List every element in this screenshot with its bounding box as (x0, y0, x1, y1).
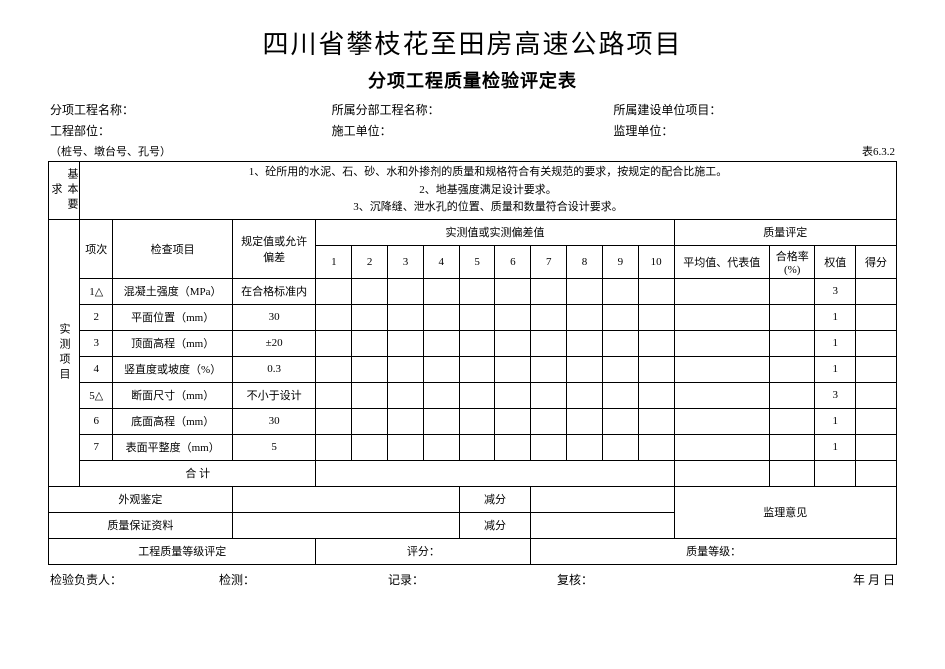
header-n5: 5 (459, 245, 495, 278)
grade-eval-label: 工程质量等级评定 (49, 538, 316, 564)
row-spec: 0.3 (232, 356, 316, 382)
table-row: 2 平面位置（mm） 30 1 (49, 304, 897, 330)
header-n9: 9 (602, 245, 638, 278)
title-sub: 分项工程质量检验评定表 (48, 67, 897, 93)
main-table: 基本要求 1、砼所用的水泥、石、砂、水和外掺剂的质量和规格符合有关规范的要求，按… (48, 161, 897, 565)
table-row: 3 顶面高程（mm） ±20 1 (49, 330, 897, 356)
meta-location: 工程部位： (50, 122, 332, 139)
header-spec: 规定值或允许偏差 (232, 219, 316, 278)
meta-project-name: 分项工程名称： (50, 101, 332, 118)
meta-subproject-name: 所属分部工程名称： (332, 101, 614, 118)
header-index: 项次 (80, 219, 113, 278)
row-spec: 30 (232, 304, 316, 330)
row-weight: 1 (815, 356, 856, 382)
appearance-label: 外观鉴定 (49, 486, 233, 512)
meta-contractor: 施工单位： (332, 122, 614, 139)
header-n3: 3 (388, 245, 424, 278)
meta-owner-project: 所属建设单位项目： (613, 101, 895, 118)
deduct-label-2: 减分 (459, 512, 531, 538)
row-item: 竖直度或坡度（%） (113, 356, 232, 382)
header-avg: 平均值、代表值 (674, 245, 770, 278)
row-item: 顶面高程（mm） (113, 330, 232, 356)
measure-section-label: 实测项目 (49, 219, 80, 486)
row-weight: 3 (815, 278, 856, 304)
subtotal-label: 合 计 (80, 460, 316, 486)
footer-record: 记录： (388, 571, 557, 588)
row-idx: 6 (80, 408, 113, 434)
row-weight: 1 (815, 304, 856, 330)
row-idx: 7 (80, 434, 113, 460)
header-weight: 权值 (815, 245, 856, 278)
header-item: 检查项目 (113, 219, 232, 278)
deduct-label-1: 减分 (459, 486, 531, 512)
row-idx: 2 (80, 304, 113, 330)
row-item: 平面位置（mm） (113, 304, 232, 330)
row-weight: 3 (815, 382, 856, 408)
row-spec: 30 (232, 408, 316, 434)
grade-label: 质量等级： (531, 538, 897, 564)
row-item: 混凝土强度（MPa） (113, 278, 232, 304)
row-idx: 3 (80, 330, 113, 356)
header-n6: 6 (495, 245, 531, 278)
header-n2: 2 (352, 245, 388, 278)
header-score: 得分 (856, 245, 897, 278)
header-measure-group: 实测值或实测偏差值 (316, 219, 674, 245)
title-main: 四川省攀枝花至田房高速公路项目 (48, 24, 897, 61)
row-spec: 在合格标准内 (232, 278, 316, 304)
table-row: 1△ 混凝土强度（MPa） 在合格标准内 3 (49, 278, 897, 304)
basic-req-text: 1、砼所用的水泥、石、砂、水和外掺剂的质量和规格符合有关规范的要求，按规定的配合… (80, 162, 897, 220)
score-label: 评分： (316, 538, 531, 564)
row-idx: 5△ (80, 382, 113, 408)
header-rate: 合格率(%) (770, 245, 815, 278)
header-n1: 1 (316, 245, 352, 278)
row-weight: 1 (815, 330, 856, 356)
footer-date: 年 月 日 (726, 571, 895, 588)
footer-test: 检测： (219, 571, 388, 588)
header-n10: 10 (638, 245, 674, 278)
table-number: 表6.3.2 (862, 143, 895, 159)
header-n7: 7 (531, 245, 567, 278)
meta-supervisor: 监理单位： (613, 122, 895, 139)
row-spec: 不小于设计 (232, 382, 316, 408)
header-n4: 4 (423, 245, 459, 278)
row-idx: 1△ (80, 278, 113, 304)
row-idx: 4 (80, 356, 113, 382)
meta-row-3: （桩号、墩台号、孔号） 表6.3.2 (48, 143, 897, 159)
table-row: 7 表面平整度（mm） 5 1 (49, 434, 897, 460)
row-item: 断面尺寸（mm） (113, 382, 232, 408)
row-weight: 1 (815, 408, 856, 434)
meta-row-2: 工程部位： 施工单位： 监理单位： (48, 122, 897, 139)
guarantee-label: 质量保证资料 (49, 512, 233, 538)
footer-inspector: 检验负责人： (50, 571, 219, 588)
subtotal-row: 合 计 (49, 460, 897, 486)
footer-row: 检验负责人： 检测： 记录： 复核： 年 月 日 (48, 571, 897, 588)
header-n8: 8 (567, 245, 603, 278)
table-row: 6 底面高程（mm） 30 1 (49, 408, 897, 434)
footer-review: 复核： (557, 571, 726, 588)
meta-row-1: 分项工程名称： 所属分部工程名称： 所属建设单位项目： (48, 101, 897, 118)
row-item: 表面平整度（mm） (113, 434, 232, 460)
table-row: 4 竖直度或坡度（%） 0.3 1 (49, 356, 897, 382)
row-weight: 1 (815, 434, 856, 460)
supervisor-opinion: 监理意见 (674, 486, 896, 538)
meta-pile-note: （桩号、墩台号、孔号） (50, 143, 171, 159)
basic-req-label: 基本要求 (49, 162, 80, 220)
header-quality-group: 质量评定 (674, 219, 896, 245)
row-spec: ±20 (232, 330, 316, 356)
row-item: 底面高程（mm） (113, 408, 232, 434)
table-row: 5△ 断面尺寸（mm） 不小于设计 3 (49, 382, 897, 408)
row-spec: 5 (232, 434, 316, 460)
